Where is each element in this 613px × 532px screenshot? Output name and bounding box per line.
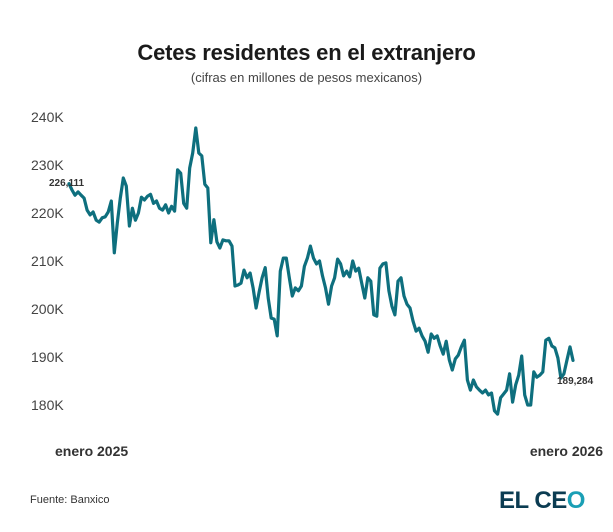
y-tick-label: 200K [31, 301, 64, 317]
y-tick-label: 210K [31, 253, 64, 269]
data-label-start: 226,111 [49, 178, 84, 189]
series-line [67, 126, 575, 416]
x-axis: enero 2025 enero 2026 [55, 443, 603, 459]
el-ceo-logo: EL CEO [499, 487, 585, 515]
x-tick-label-start: enero 2025 [55, 443, 128, 459]
y-tick-label: 190K [31, 349, 64, 365]
x-tick-label-end: enero 2026 [530, 443, 603, 459]
y-tick-label: 220K [31, 205, 64, 221]
chart-subtitle: (cifras en millones de pesos mexicanos) [190, 70, 423, 85]
y-tick-label: 230K [31, 157, 64, 173]
y-axis: 180K 190K 200K 210K 220K 230K 240K [31, 109, 64, 413]
logo-accent-letter: O [566, 487, 586, 514]
logo-text: EL CE [499, 487, 567, 514]
source-note: Fuente: Banxico [30, 494, 110, 506]
y-tick-label: 180K [31, 397, 64, 413]
y-tick-label: 240K [31, 109, 64, 125]
data-label-end: 189,284 [557, 376, 594, 387]
chart-title: Cetes residentes en el extranjero [137, 40, 476, 65]
